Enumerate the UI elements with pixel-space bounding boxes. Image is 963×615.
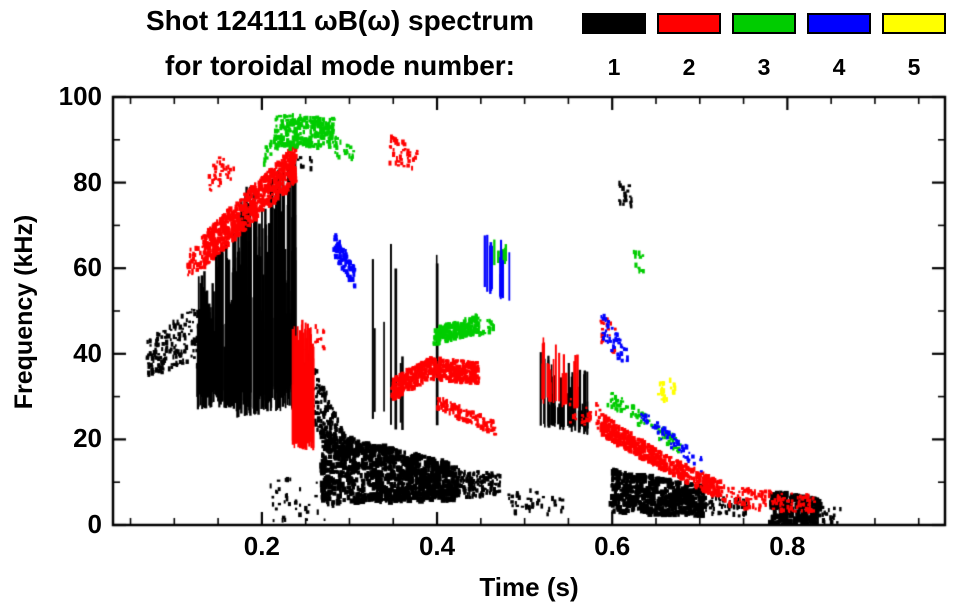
legend-label-mode-5: 5 (907, 54, 921, 80)
y-tick-label: 20 (73, 423, 102, 454)
legend-label-mode-1: 1 (607, 54, 621, 80)
legend-label-mode-2: 2 (682, 54, 696, 80)
x-tick-label: 0.6 (594, 531, 631, 561)
y-tick-label: 80 (73, 166, 102, 197)
y-tick-label: 60 (73, 252, 102, 283)
legend-swatches (582, 13, 946, 34)
x-tick-label: 0.4 (418, 531, 456, 561)
y-tick-label: 0 (87, 509, 102, 539)
chart-subtitle: for toroidal mode number: (165, 50, 515, 81)
legend-label-mode-4: 4 (832, 54, 846, 80)
x-tick-label: 0.8 (769, 531, 806, 561)
y-axis-label: Frequency (kHz) (10, 214, 38, 410)
legend-swatch-mode-3 (732, 13, 796, 34)
y-tick-label: 40 (73, 337, 102, 368)
legend-swatch-mode-2 (657, 13, 721, 34)
y-tick-label: 100 (58, 81, 102, 111)
legend-swatch-mode-5 (882, 13, 946, 34)
legend-swatch-mode-4 (807, 13, 871, 34)
x-tick-label: 0.2 (243, 531, 280, 561)
legend-swatch-mode-1 (582, 13, 646, 34)
legend-labels: 1 2 3 4 5 (582, 54, 946, 81)
x-axis-label: Time (s) (479, 572, 579, 602)
legend-label-mode-3: 3 (757, 54, 771, 80)
chart-title: Shot 124111 ωB(ω) spectrum (145, 5, 535, 36)
